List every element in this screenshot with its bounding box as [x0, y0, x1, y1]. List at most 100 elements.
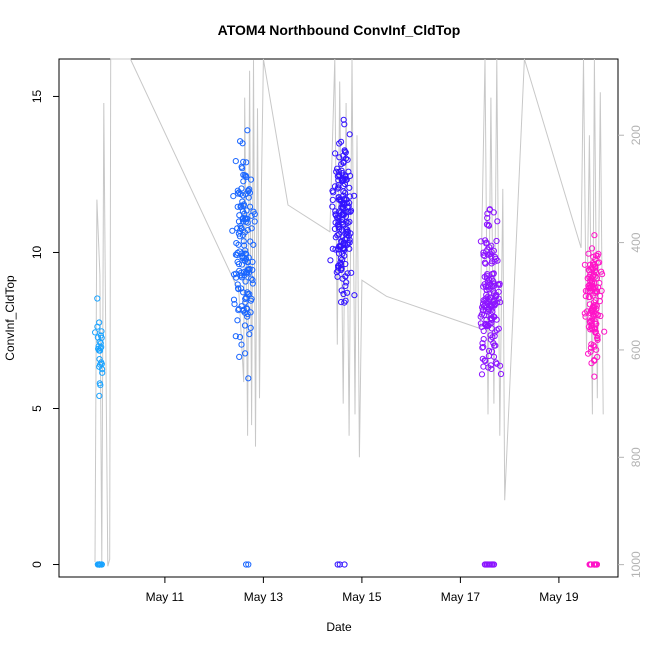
data-point — [343, 196, 350, 203]
data-point — [585, 250, 592, 257]
data-point — [250, 241, 257, 248]
data-point — [239, 253, 246, 260]
data-point — [96, 338, 103, 345]
data-point — [484, 293, 491, 300]
data-point — [242, 278, 249, 285]
data-point — [240, 306, 247, 313]
x-axis: May 11 May 13 May 15 May 17 May 19 — [146, 577, 579, 604]
data-point — [497, 362, 504, 369]
data-point — [341, 121, 348, 128]
data-point — [590, 312, 597, 319]
data-point — [97, 332, 105, 339]
data-point — [482, 321, 489, 328]
point-cluster-1 — [92, 295, 106, 568]
data-point — [329, 245, 336, 252]
data-point — [477, 313, 484, 320]
data-point — [591, 373, 598, 380]
data-point — [335, 264, 342, 271]
data-point — [243, 294, 250, 301]
data-point — [582, 313, 589, 320]
data-point — [238, 274, 245, 281]
data-point — [238, 163, 245, 170]
data-point — [248, 225, 255, 232]
data-point-zero — [96, 561, 103, 568]
data-point — [246, 189, 253, 196]
data-point — [477, 320, 484, 327]
background-series-line — [94, 58, 604, 567]
data-point — [238, 269, 245, 276]
data-point — [479, 344, 486, 351]
data-point — [346, 236, 353, 243]
data-point — [491, 258, 498, 265]
data-point — [348, 269, 355, 276]
data-point — [246, 203, 254, 210]
x-tick-label: May 13 — [244, 590, 284, 604]
data-point — [235, 230, 242, 237]
data-point — [335, 177, 342, 184]
data-point — [351, 292, 358, 299]
data-point — [340, 159, 347, 166]
data-point — [588, 274, 595, 281]
data-point — [240, 178, 247, 185]
data-point — [251, 211, 258, 218]
data-point — [491, 332, 498, 340]
data-point — [592, 252, 600, 259]
data-point — [342, 189, 349, 196]
y-axis-right: 200 400 600 800 1000 — [618, 125, 643, 578]
data-point — [480, 343, 487, 351]
data-point — [596, 279, 603, 287]
data-point — [477, 238, 484, 245]
data-point — [232, 251, 239, 258]
data-point-zero — [593, 561, 601, 568]
data-point — [339, 256, 346, 263]
point-cluster-3 — [327, 116, 358, 568]
data-point — [249, 258, 256, 265]
data-point — [236, 353, 243, 360]
data-point — [235, 218, 243, 225]
data-point — [249, 280, 256, 287]
data-point — [235, 260, 242, 268]
data-point — [247, 309, 254, 316]
data-point — [485, 364, 492, 371]
data-point — [343, 219, 350, 226]
data-point — [486, 302, 493, 309]
data-point — [242, 295, 249, 302]
data-point — [491, 313, 498, 320]
data-point — [336, 244, 343, 251]
y2-tick-label: 200 — [629, 125, 643, 145]
data-point — [340, 152, 347, 159]
y2-tick-label: 1000 — [629, 551, 643, 578]
data-point — [96, 347, 104, 354]
data-point — [247, 324, 254, 331]
data-point — [238, 224, 245, 231]
data-point — [488, 365, 495, 372]
data-point — [248, 212, 255, 219]
data-point — [483, 240, 490, 247]
data-point — [238, 341, 245, 348]
data-point — [585, 294, 593, 301]
data-point — [345, 168, 352, 175]
y-tick-label: 15 — [30, 89, 44, 103]
data-point — [493, 360, 500, 367]
data-point — [234, 203, 241, 210]
data-point — [480, 363, 487, 370]
data-point — [244, 259, 251, 266]
data-point — [99, 369, 106, 376]
data-point — [341, 299, 348, 306]
data-point — [478, 371, 486, 378]
point-cluster-4 — [477, 206, 505, 568]
data-point — [240, 269, 247, 276]
data-point — [230, 296, 238, 303]
data-point — [588, 245, 596, 252]
data-point — [495, 325, 502, 332]
x-tick-label: May 15 — [342, 590, 382, 604]
data-point — [482, 357, 489, 364]
data-point — [236, 334, 244, 341]
data-point — [340, 290, 347, 298]
data-point — [484, 210, 491, 217]
data-point — [230, 193, 237, 200]
data-point — [485, 352, 492, 360]
data-point — [241, 322, 249, 329]
data-point-zero — [486, 561, 493, 568]
data-point — [342, 282, 349, 289]
